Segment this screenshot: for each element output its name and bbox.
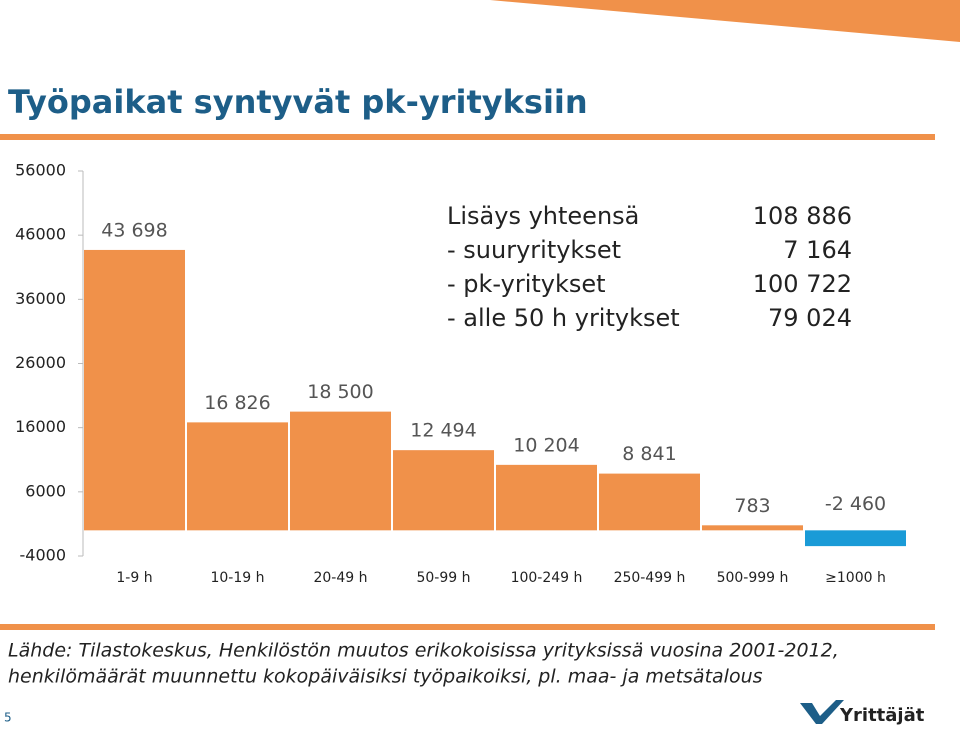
annotation-value: 108 886 [753, 202, 852, 230]
value-label: 16 826 [204, 392, 270, 414]
x-tick-label: ≥1000 h [825, 570, 886, 586]
value-label: 43 698 [101, 219, 167, 241]
value-label: 12 494 [410, 420, 476, 442]
logo-text: Yrittäjät [839, 705, 925, 726]
annotation-label: - suuryritykset [447, 236, 621, 264]
annotation-value: 79 024 [768, 304, 852, 332]
bar [84, 249, 185, 531]
y-tick-label: -4000 [20, 546, 67, 565]
logo-icon [800, 700, 844, 724]
slide-title: Työpaikat syntyvät pk-yrityksiin [8, 83, 588, 121]
y-tick-label: 16000 [15, 417, 66, 436]
x-tick-label: 10-19 h [210, 570, 264, 586]
annotation-label: - pk-yritykset [447, 270, 606, 298]
bar [599, 473, 700, 531]
x-tick-label: 1-9 h [116, 570, 152, 586]
bar [496, 464, 597, 531]
bar [702, 525, 803, 531]
title-rule [0, 134, 935, 140]
bar [393, 450, 494, 531]
value-label: -2 460 [825, 493, 886, 515]
annotation-value: 7 164 [783, 236, 852, 264]
x-tick-label: 50-99 h [416, 570, 470, 586]
page-number: 5 [4, 711, 12, 725]
y-tick-label: 56000 [15, 161, 66, 180]
x-tick-label: 100-249 h [511, 570, 583, 586]
y-tick-label: 36000 [15, 289, 66, 308]
bar [187, 422, 288, 531]
bar [805, 530, 906, 547]
x-tick-label: 500-999 h [717, 570, 789, 586]
annotation-label: Lisäys yhteensä [447, 202, 639, 230]
y-tick-label: 26000 [15, 353, 66, 372]
x-tick-label: 250-499 h [614, 570, 686, 586]
source-line: henkilömäärät muunnettu kokopäiväisiksi … [8, 666, 763, 688]
value-label: 783 [734, 495, 770, 517]
value-label: 18 500 [307, 381, 373, 403]
bar [290, 411, 391, 531]
value-label: 8 841 [622, 443, 676, 465]
footer-rule [0, 624, 935, 630]
decor-stripe [490, 0, 960, 42]
value-label: 10 204 [513, 434, 579, 456]
y-tick-label: 6000 [25, 481, 66, 500]
source-line: Lähde: Tilastokeskus, Henkilöstön muutos… [8, 640, 839, 662]
annotation-value: 100 722 [753, 270, 852, 298]
annotation-label: - alle 50 h yritykset [447, 304, 680, 332]
x-tick-label: 20-49 h [313, 570, 367, 586]
y-tick-label: 46000 [15, 225, 66, 244]
